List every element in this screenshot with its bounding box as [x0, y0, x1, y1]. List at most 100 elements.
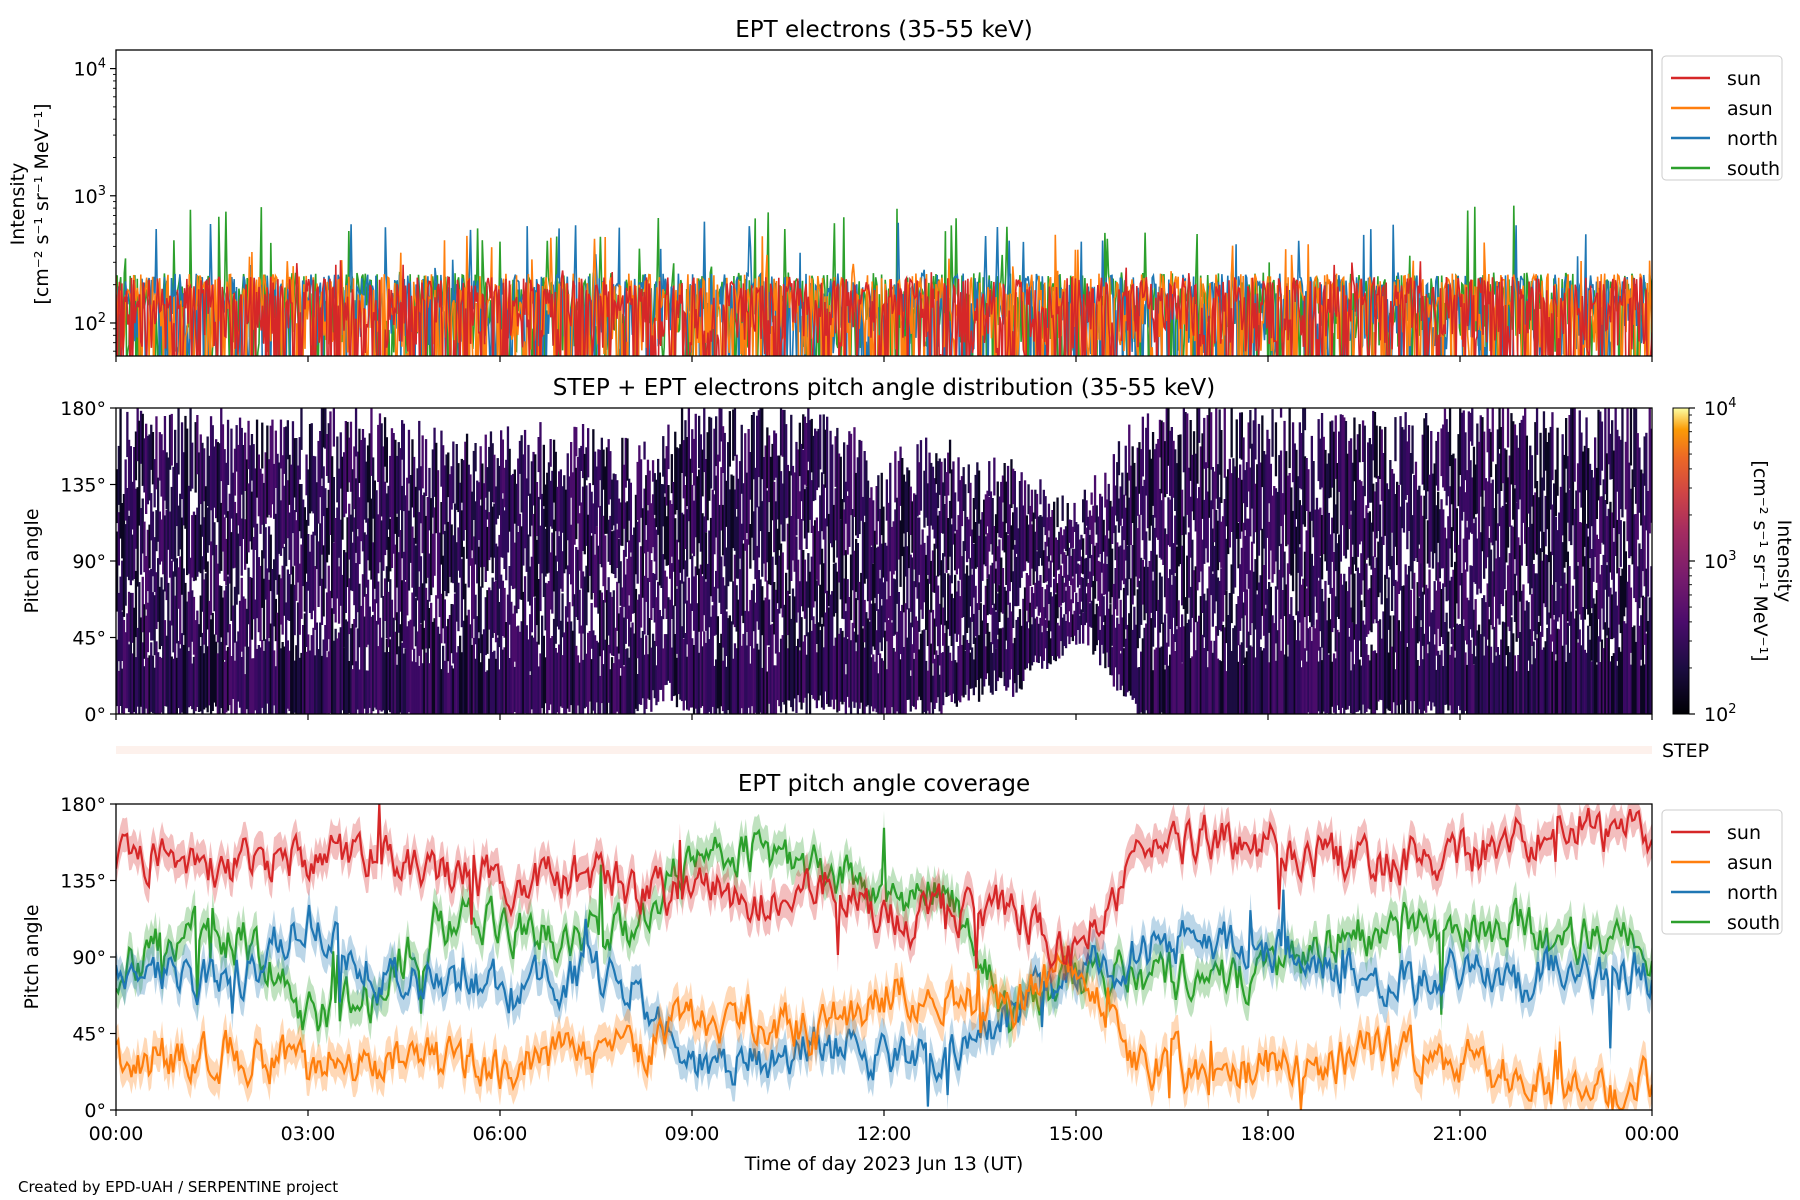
heatmap-cell	[332, 542, 336, 614]
heatmap-cell	[890, 622, 894, 708]
heatmap-cell	[1336, 543, 1339, 617]
heatmap-cell	[474, 501, 477, 565]
heatmap-cell	[1582, 607, 1585, 714]
heatmap-cell	[667, 485, 670, 566]
heatmap-cell	[133, 447, 136, 579]
heatmap-cell	[146, 602, 150, 653]
heatmap-cell	[1448, 580, 1452, 629]
heatmap-cell	[1336, 629, 1339, 706]
heatmap-cell	[607, 577, 610, 636]
heatmap-cell	[689, 458, 692, 560]
heatmap-cell	[1600, 639, 1604, 714]
heatmap-cell	[1298, 547, 1302, 623]
heatmap-cell	[1095, 603, 1098, 646]
heatmap-cell	[1117, 623, 1121, 675]
heatmap-cell	[936, 655, 940, 698]
heatmap-cell	[721, 426, 725, 473]
heatmap-cell	[1105, 564, 1109, 653]
heatmap-cell	[155, 572, 158, 629]
heatmap-cell	[498, 669, 501, 714]
heatmap-cell	[168, 620, 172, 714]
heatmap-cell	[419, 556, 423, 624]
heatmap-cell	[1496, 429, 1500, 494]
heatmap-cell	[1532, 641, 1535, 714]
heatmap-cell	[907, 608, 911, 700]
heatmap-cell	[885, 545, 889, 582]
heatmap-cell	[641, 631, 645, 699]
heatmap-cell	[209, 416, 213, 511]
heatmap-cell	[1524, 408, 1527, 544]
heatmap-cell	[1177, 600, 1180, 714]
heatmap-cell	[1457, 434, 1460, 507]
heatmap-cell	[1517, 537, 1520, 639]
heatmap-cell	[390, 428, 394, 568]
heatmap-cell	[993, 457, 996, 496]
heatmap-cell	[1237, 661, 1240, 714]
heatmap-cell	[1203, 648, 1206, 714]
heatmap-cell	[1372, 483, 1375, 532]
heatmap-cell	[716, 616, 720, 709]
heatmap-cell	[904, 603, 907, 714]
heatmap-cell	[972, 659, 976, 696]
heatmap-cell	[1092, 580, 1095, 655]
heatmap-cell	[320, 655, 324, 714]
heatmap-cell	[377, 514, 380, 574]
heatmap-cell	[727, 618, 730, 711]
heatmap-cell	[1326, 620, 1329, 714]
heatmap-cell	[1488, 537, 1491, 607]
heatmap-cell	[356, 451, 359, 530]
heatmap-cell	[121, 668, 124, 714]
heatmap-cell	[373, 599, 377, 708]
heatmap-cell	[1343, 417, 1346, 556]
heatmap-cell	[1283, 551, 1286, 617]
heatmap-cell	[1041, 632, 1044, 669]
heatmap-cell	[192, 656, 196, 714]
heatmap-cell	[331, 608, 334, 714]
heatmap-cell	[1544, 641, 1547, 714]
heatmap-cell	[648, 618, 651, 700]
heatmap-cell	[452, 668, 455, 714]
heatmap-cell	[1221, 516, 1225, 622]
heatmap-cell	[943, 458, 947, 496]
heatmap-cell	[1104, 615, 1107, 669]
heatmap-cell	[365, 461, 368, 523]
heatmap-cell	[493, 503, 496, 558]
heatmap-cell	[488, 512, 491, 561]
heatmap-cell	[699, 434, 703, 552]
heatmap-cell	[1160, 420, 1163, 494]
heatmap-cell	[290, 464, 293, 575]
heatmap-cell	[459, 635, 462, 714]
heatmap-cell	[344, 619, 348, 714]
heatmap-cell	[732, 475, 735, 549]
heatmap-cell	[180, 422, 184, 500]
heatmap-cell	[1619, 439, 1622, 510]
heatmap-cell	[1012, 468, 1015, 505]
heatmap-cell	[307, 634, 310, 714]
heatmap-cell	[986, 533, 989, 579]
heatmap-cell	[182, 452, 185, 526]
heatmap-cell	[494, 580, 498, 643]
heatmap-cell	[430, 498, 433, 596]
heatmap-cell	[1230, 651, 1233, 714]
heatmap-cell	[177, 505, 180, 556]
heatmap-cell	[1095, 505, 1098, 535]
heatmap-cell	[694, 566, 697, 709]
heatmap-cell	[783, 604, 786, 705]
heatmap-cell	[254, 599, 257, 711]
heatmap-cell	[232, 472, 235, 569]
heatmap-cell	[1588, 463, 1592, 559]
heatmap-cell	[460, 559, 464, 628]
heatmap-cell	[686, 600, 689, 645]
heatmap-cell	[609, 669, 612, 714]
heatmap-cell	[1044, 619, 1047, 649]
heatmap-cell	[471, 558, 474, 639]
heatmap-cell	[1605, 565, 1609, 636]
heatmap-cell	[812, 616, 815, 699]
heatmap-cell	[353, 619, 356, 714]
heatmap-cell	[1151, 432, 1155, 506]
heatmap-cell	[383, 578, 387, 621]
heatmap-cell	[1418, 485, 1421, 545]
heatmap-cell	[266, 425, 269, 518]
heatmap-cell	[1641, 473, 1645, 572]
heatmap-cell	[1063, 552, 1066, 578]
